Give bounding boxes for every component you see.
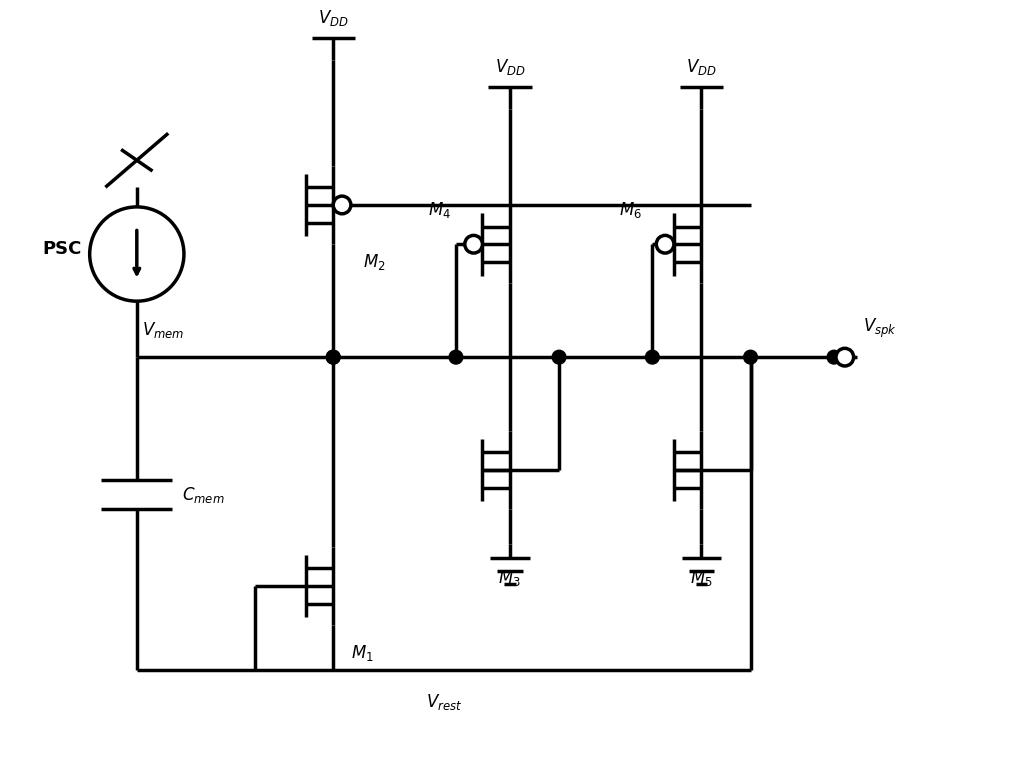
Text: $V_{DD}$: $V_{DD}$ — [318, 8, 348, 28]
Circle shape — [327, 350, 340, 364]
Text: $M_5$: $M_5$ — [689, 568, 713, 588]
Circle shape — [827, 350, 840, 364]
Text: $V_{rest}$: $V_{rest}$ — [425, 692, 462, 712]
Text: $C_{mem}$: $C_{mem}$ — [182, 484, 224, 505]
Text: $V_{mem}$: $V_{mem}$ — [142, 320, 184, 341]
Text: $M_2$: $M_2$ — [362, 252, 386, 272]
Text: PSC: PSC — [43, 240, 82, 258]
Text: $M_3$: $M_3$ — [498, 568, 521, 588]
Circle shape — [657, 235, 674, 253]
Circle shape — [552, 350, 566, 364]
Circle shape — [327, 350, 340, 364]
Circle shape — [449, 350, 463, 364]
Text: $V_{DD}$: $V_{DD}$ — [686, 57, 717, 77]
Text: $M_4$: $M_4$ — [427, 200, 451, 219]
Circle shape — [333, 196, 351, 214]
Circle shape — [89, 207, 184, 301]
Text: $M_6$: $M_6$ — [619, 200, 642, 219]
Circle shape — [646, 350, 659, 364]
Text: $V_{spk}$: $V_{spk}$ — [864, 317, 897, 341]
Circle shape — [836, 348, 854, 366]
Text: $M_1$: $M_1$ — [351, 643, 374, 663]
Circle shape — [465, 235, 482, 253]
Text: $V_{DD}$: $V_{DD}$ — [494, 57, 526, 77]
Circle shape — [744, 350, 757, 364]
